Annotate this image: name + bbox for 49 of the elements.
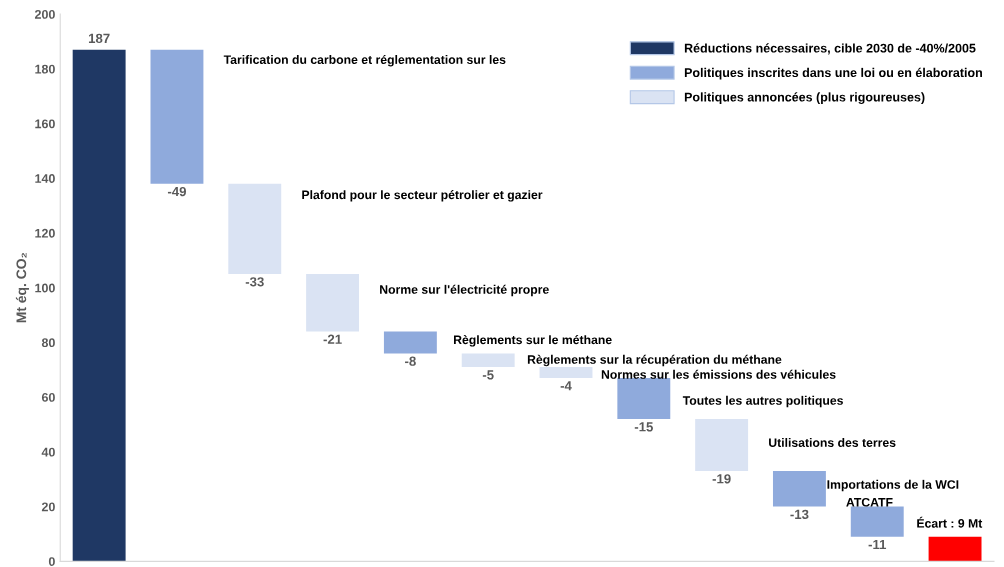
bar bbox=[772, 471, 826, 507]
data-label: -21 bbox=[323, 334, 342, 344]
annotation: Plafond pour le secteur pétrolier et gazier bbox=[302, 190, 543, 202]
y-tick-label: 40 bbox=[41, 447, 55, 457]
bar bbox=[928, 536, 982, 562]
bar bbox=[617, 378, 671, 420]
y-tick-label: 120 bbox=[35, 228, 55, 238]
data-label: -11 bbox=[868, 539, 887, 550]
legend-label: Réductions nécessaires, cible 2030 de -40%/2005 bbox=[684, 43, 976, 55]
data-label: 187 bbox=[88, 33, 110, 44]
y-tick-label: 80 bbox=[41, 338, 55, 348]
data-label: -8 bbox=[405, 356, 416, 366]
annotation: Utilisations des terres bbox=[769, 437, 896, 447]
y-tick-label: 160 bbox=[35, 119, 55, 129]
legend-label: Politiques inscrites dans une loi ou en élaboration bbox=[684, 67, 982, 80]
bar bbox=[150, 49, 204, 184]
data-label: -19 bbox=[712, 474, 731, 484]
data-label: -13 bbox=[790, 509, 809, 520]
annotation: Normes sur les émissions des véhicules bbox=[601, 369, 836, 379]
y-tick-label: 60 bbox=[41, 392, 55, 402]
y-tick-label: 200 bbox=[34, 9, 55, 19]
bar bbox=[306, 274, 360, 332]
bar bbox=[228, 183, 282, 275]
annotation: Tarification du carbone et réglementation sur les bbox=[223, 54, 506, 67]
annotation: Règlements sur la récupération du méthane bbox=[527, 354, 782, 367]
y-tick-label: 180 bbox=[35, 64, 55, 74]
y-tick-label: 100 bbox=[35, 283, 55, 293]
y-tick-label: 20 bbox=[41, 502, 55, 512]
data-label: -15 bbox=[634, 422, 653, 432]
bar bbox=[72, 49, 126, 562]
annotation: Écart : 9 Mt bbox=[917, 516, 983, 528]
bar bbox=[383, 331, 437, 354]
annotation: Toutes les autres politiques bbox=[682, 395, 843, 408]
legend-label: Politiques annoncées (plus rigoureuses) bbox=[684, 92, 925, 105]
data-label: -4 bbox=[560, 381, 572, 391]
y-tick-label: 140 bbox=[35, 174, 55, 183]
annotation: Norme sur l'électricité propre bbox=[380, 284, 549, 297]
annotation: Règlements sur le méthane bbox=[454, 335, 612, 347]
data-label: -5 bbox=[482, 370, 494, 380]
bar bbox=[539, 367, 593, 379]
data-label: -33 bbox=[245, 277, 264, 287]
annotation: ATCATF bbox=[846, 497, 893, 507]
data-label: -49 bbox=[167, 186, 186, 197]
bar bbox=[695, 419, 749, 472]
bar bbox=[850, 506, 904, 537]
bar bbox=[461, 353, 515, 368]
annotation: Importations de la WCI bbox=[827, 479, 959, 492]
y-axis-title: Mt éq. CO₂ bbox=[15, 252, 29, 323]
y-tick-label: 0 bbox=[48, 557, 55, 566]
